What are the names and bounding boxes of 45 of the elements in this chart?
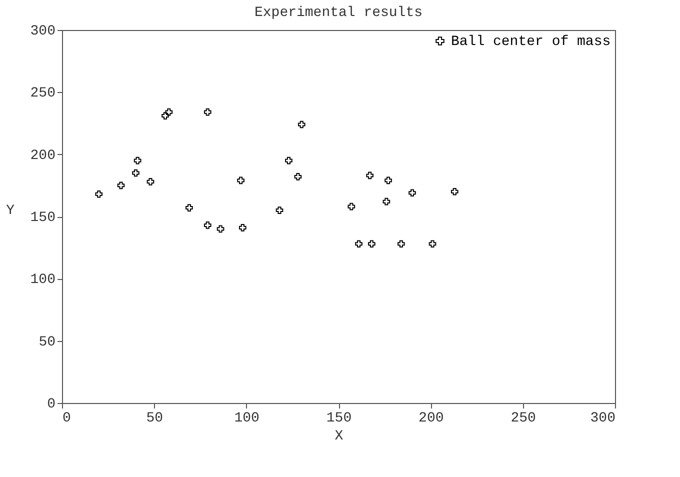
point xyxy=(238,224,246,232)
point xyxy=(162,112,169,120)
point xyxy=(204,222,212,229)
y-tick-label: 50 xyxy=(38,334,56,350)
x-tick-label: 50 xyxy=(146,410,164,426)
y-axis-title: Y xyxy=(6,203,16,219)
x-axis-title: X xyxy=(334,428,344,444)
legend-label: Ball center of mass xyxy=(451,34,611,50)
point xyxy=(366,172,374,180)
point xyxy=(408,189,416,197)
point xyxy=(285,156,292,164)
point xyxy=(384,176,392,184)
y-tick-label: 250 xyxy=(30,86,56,102)
point xyxy=(146,178,154,186)
x-tick-label: 300 xyxy=(590,410,616,426)
point xyxy=(237,176,244,184)
chart-title: Experimental results xyxy=(254,5,423,21)
point xyxy=(134,156,142,164)
y-tick-label: 150 xyxy=(30,210,56,226)
point xyxy=(428,240,436,248)
point xyxy=(216,225,224,233)
point xyxy=(117,182,125,190)
x-tick-label: 0 xyxy=(62,410,71,426)
point xyxy=(186,204,193,212)
point xyxy=(398,240,405,248)
point xyxy=(368,240,376,248)
y-tick-label: 0 xyxy=(47,396,56,412)
point xyxy=(294,173,302,180)
x-tick-label: 250 xyxy=(510,410,536,426)
y-tick-label: 100 xyxy=(30,272,56,288)
point xyxy=(355,240,362,248)
y-tick-label: 200 xyxy=(30,148,56,164)
y-tick-label: 300 xyxy=(30,24,56,40)
point xyxy=(276,206,284,214)
point xyxy=(132,169,140,177)
point xyxy=(382,198,390,206)
x-tick-label: 150 xyxy=(326,410,352,426)
point xyxy=(450,188,458,196)
point xyxy=(348,202,356,210)
point xyxy=(204,108,212,116)
x-tick-label: 100 xyxy=(234,410,260,426)
point xyxy=(165,108,173,116)
point xyxy=(95,190,103,198)
x-tick-label: 200 xyxy=(418,410,444,426)
point xyxy=(298,120,306,128)
